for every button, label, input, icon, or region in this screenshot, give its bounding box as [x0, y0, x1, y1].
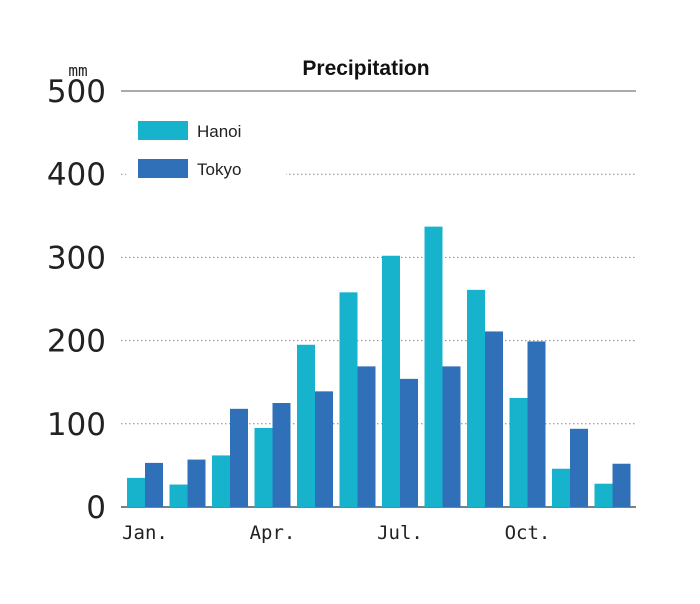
bar-hanoi-may	[297, 344, 315, 507]
y-axis-ticks: 0 100 200 300 400 500	[47, 74, 106, 526]
bar-hanoi-feb	[169, 484, 188, 507]
bar-tokyo-aug	[442, 366, 461, 507]
bar-hanoi-jan	[127, 477, 145, 507]
x-axis-ticks: Jan. Apr. Jul. Oct.	[122, 522, 550, 544]
x-tick-label: Jul.	[377, 522, 423, 544]
y-tick-label: 400	[47, 157, 106, 193]
bar-hanoi-oct	[509, 398, 528, 507]
bar-hanoi-mar	[212, 455, 230, 507]
bar-hanoi-aug	[424, 226, 443, 507]
bar-tokyo-sep	[485, 331, 503, 507]
gridlines	[121, 90, 636, 508]
bar-tokyo-jul	[400, 378, 418, 507]
bar-tokyo-apr	[272, 403, 291, 507]
bar-hanoi-dec	[594, 483, 613, 507]
chart-title: Precipitation	[302, 57, 429, 80]
bar-hanoi-jun	[339, 292, 358, 507]
bar-hanoi-sep	[467, 289, 485, 507]
x-tick-label: Oct.	[505, 522, 551, 544]
y-tick-label: 500	[47, 74, 106, 110]
x-tick-label: Apr.	[250, 522, 296, 544]
bars	[127, 226, 631, 507]
x-tick-label: Jan.	[122, 522, 168, 544]
bar-hanoi-jul	[382, 255, 400, 507]
legend-swatch-tokyo	[138, 159, 188, 178]
bar-hanoi-nov	[552, 468, 570, 507]
legend: Hanoi Tokyo	[138, 121, 241, 179]
y-tick-label: 300	[47, 240, 106, 276]
y-tick-label: 100	[47, 407, 106, 443]
bar-tokyo-feb	[187, 459, 206, 507]
bar-hanoi-apr	[254, 427, 273, 507]
legend-swatch-hanoi	[138, 121, 188, 140]
bar-tokyo-dec	[612, 463, 631, 507]
y-tick-label: 0	[86, 490, 106, 526]
bar-tokyo-jan	[145, 462, 163, 507]
bar-tokyo-jun	[357, 366, 376, 507]
legend-label-tokyo: Tokyo	[197, 160, 241, 179]
y-unit-label: mm	[68, 61, 87, 80]
bar-tokyo-oct	[527, 341, 546, 507]
legend-label-hanoi: Hanoi	[197, 122, 241, 141]
bar-tokyo-mar	[230, 408, 248, 507]
bar-tokyo-may	[315, 391, 333, 507]
bar-tokyo-nov	[570, 428, 588, 507]
y-tick-label: 200	[47, 324, 106, 360]
